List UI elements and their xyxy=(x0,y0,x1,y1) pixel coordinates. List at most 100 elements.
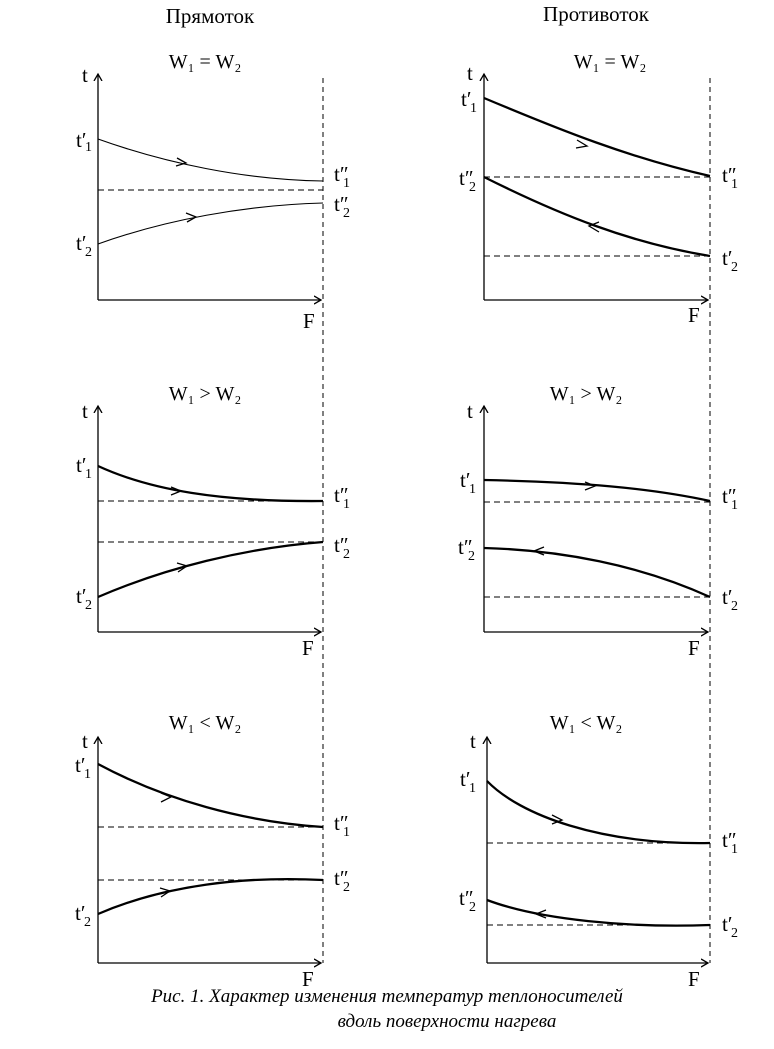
panel-counter-greater: W₁ > W₂ t F t′1 t″2 t″1 t′2 xyxy=(458,383,738,660)
label-t1-inlet: t′1 xyxy=(76,453,92,482)
svg-text:t′: t′ xyxy=(76,128,86,152)
fluid-1-curve xyxy=(483,96,711,178)
svg-text:t′: t′ xyxy=(722,912,732,936)
label-t2-inlet: t′2 xyxy=(75,901,91,930)
label-t2-outlet: t″2 xyxy=(334,533,350,562)
svg-text:2: 2 xyxy=(85,245,92,260)
panel-condition: W₁ = W₂ xyxy=(169,51,242,73)
svg-text:t′: t′ xyxy=(722,246,732,270)
header-parallel-flow: Прямоток xyxy=(166,4,255,28)
svg-text:t′: t′ xyxy=(460,767,470,791)
svg-text:1: 1 xyxy=(343,497,350,512)
label-t2-outlet: t″2 xyxy=(334,192,350,221)
x-axis-label: F xyxy=(688,636,700,660)
svg-text:2: 2 xyxy=(343,206,350,221)
svg-text:1: 1 xyxy=(731,842,738,857)
x-axis-label: F xyxy=(688,967,700,991)
svg-text:1: 1 xyxy=(731,177,738,192)
svg-text:t′: t′ xyxy=(76,584,86,608)
svg-text:1: 1 xyxy=(343,825,350,840)
x-axis-label: F xyxy=(302,636,314,660)
fluid-1-curve xyxy=(97,464,324,503)
panel-condition: W₁ > W₂ xyxy=(169,383,242,405)
svg-text:2: 2 xyxy=(85,598,92,613)
fluid-1-curve xyxy=(97,762,324,829)
fluid-2-curve xyxy=(483,546,711,599)
fluid-1-curve xyxy=(97,138,324,182)
svg-text:t′: t′ xyxy=(75,901,85,925)
flow-direction-arrow xyxy=(175,157,188,167)
flow-direction-arrow xyxy=(575,139,589,149)
flow-direction-arrow xyxy=(584,481,597,491)
flow-direction-arrow xyxy=(185,212,198,223)
label-t2-inlet: t′2 xyxy=(76,584,92,613)
panel-condition: W₁ < W₂ xyxy=(169,712,242,734)
svg-text:t′: t′ xyxy=(76,231,86,255)
svg-text:t″: t″ xyxy=(334,533,349,557)
svg-text:t″: t″ xyxy=(722,163,737,187)
svg-text:2: 2 xyxy=(469,900,476,915)
svg-text:t″: t″ xyxy=(334,483,349,507)
x-axis-label: F xyxy=(302,967,314,991)
svg-text:t′: t′ xyxy=(722,585,732,609)
y-axis-label: t xyxy=(470,729,476,753)
label-t2-outlet: t″2 xyxy=(459,886,476,915)
svg-text:2: 2 xyxy=(469,180,476,195)
y-axis-label: t xyxy=(467,61,473,85)
svg-text:1: 1 xyxy=(85,467,92,482)
figure-caption: Рис. 1. Характер изменения температур те… xyxy=(0,984,774,1034)
label-t1-outlet: t″1 xyxy=(334,811,350,840)
fluid-2-curve xyxy=(97,877,324,916)
label-t1-inlet: t′1 xyxy=(460,468,476,497)
panel-parallel-greater: W₁ > W₂ t F t′1 t′2 t″1 t″2 xyxy=(76,383,350,660)
y-axis-label: t xyxy=(82,729,88,753)
y-axis-label: t xyxy=(82,399,88,423)
svg-text:t″: t″ xyxy=(334,866,349,890)
flow-direction-arrow xyxy=(534,909,547,919)
caption-line-1: Рис. 1. Характер изменения температур те… xyxy=(151,986,623,1007)
svg-text:t″: t″ xyxy=(459,886,474,910)
fluid-2-curve xyxy=(97,202,324,245)
panel-condition: W₁ = W₂ xyxy=(574,51,647,73)
svg-text:t″: t″ xyxy=(459,166,474,190)
svg-text:t″: t″ xyxy=(334,192,349,216)
svg-text:2: 2 xyxy=(468,549,475,564)
fluid-2-curve xyxy=(97,540,324,599)
svg-text:t″: t″ xyxy=(458,535,473,559)
svg-text:2: 2 xyxy=(343,547,350,562)
panel-condition: W₁ < W₂ xyxy=(550,712,623,734)
header-counter-flow: Противоток xyxy=(543,2,650,26)
svg-text:2: 2 xyxy=(731,260,738,275)
fluid-2-curve xyxy=(483,175,711,258)
panel-counter-equal: W₁ = W₂ t F t′1 t″2 t″1 t′2 xyxy=(459,51,738,327)
svg-text:t″: t″ xyxy=(722,484,737,508)
flow-direction-arrow xyxy=(587,221,600,233)
svg-text:1: 1 xyxy=(731,498,738,513)
label-t2-inlet: t′2 xyxy=(722,246,738,275)
label-t1-inlet: t′1 xyxy=(461,87,477,116)
fluid-2-curve xyxy=(486,898,711,927)
svg-text:1: 1 xyxy=(470,101,477,116)
y-axis-label: t xyxy=(467,399,473,423)
svg-text:1: 1 xyxy=(469,781,476,796)
panel-counter-less: W₁ < W₂ t F t′1 t″2 t″1 t′2 xyxy=(459,712,738,991)
label-t1-inlet: t′1 xyxy=(75,753,91,782)
flow-direction-arrow xyxy=(176,562,189,573)
fluid-1-curve xyxy=(486,780,711,845)
svg-text:1: 1 xyxy=(343,176,350,191)
svg-text:2: 2 xyxy=(731,599,738,614)
panel-parallel-equal: W₁ = W₂ t F t′1 t′2 t″1 t″2 xyxy=(76,51,350,333)
flow-direction-arrow xyxy=(160,792,173,803)
panel-condition: W₁ > W₂ xyxy=(550,383,623,405)
svg-text:t″: t″ xyxy=(334,811,349,835)
label-t1-outlet: t″1 xyxy=(722,484,738,513)
caption-line-2: вдоль поверхности нагрева xyxy=(337,1011,557,1032)
label-t1-outlet: t″1 xyxy=(334,162,350,191)
x-axis-label: F xyxy=(688,303,700,327)
svg-text:1: 1 xyxy=(469,482,476,497)
y-axis-label: t xyxy=(82,63,88,87)
fluid-1-curve xyxy=(483,478,711,503)
flow-direction-arrow xyxy=(170,486,183,496)
label-t1-outlet: t″1 xyxy=(334,483,350,512)
